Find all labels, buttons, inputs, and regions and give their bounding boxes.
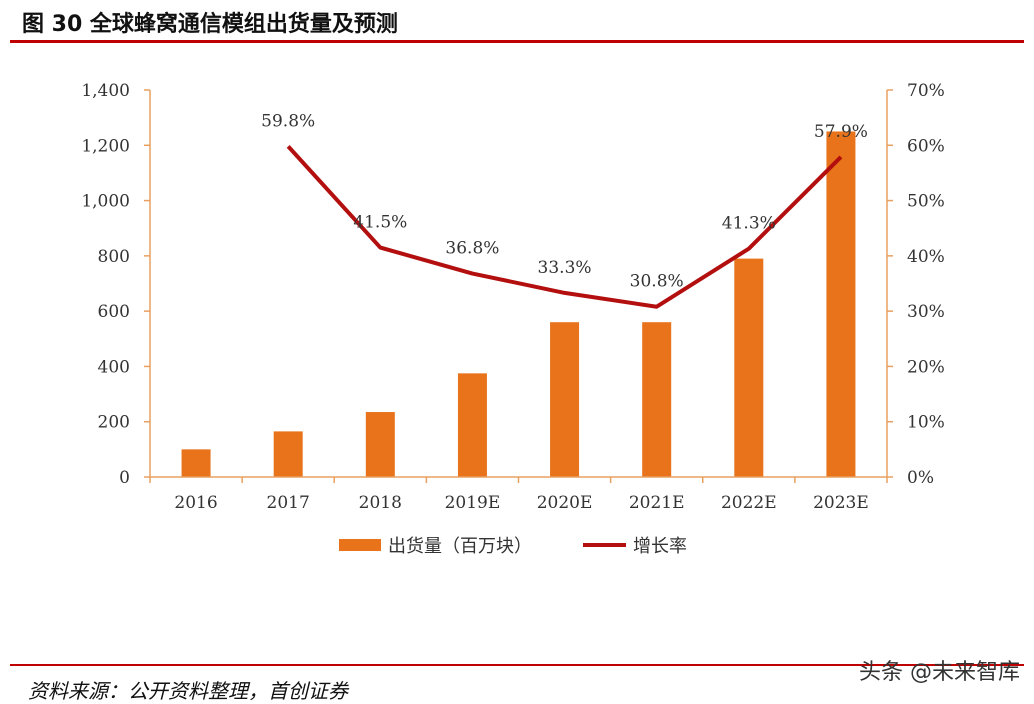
watermark: 头条 @未来智库 (859, 660, 1020, 685)
legend-bar-swatch (339, 539, 381, 551)
right-tick-label: 40% (907, 247, 945, 267)
bar (365, 412, 395, 477)
figure-title: 图 30 全球蜂窝通信模组出货量及预测 (22, 12, 398, 37)
growth-line (286, 145, 843, 309)
source-note: 资料来源：公开资料整理，首创证券 (28, 679, 348, 703)
bar (273, 431, 303, 477)
legend-line-label: 增长率 (633, 536, 687, 557)
left-tick-label: 600 (98, 302, 130, 322)
line-data-label: 36.8% (445, 239, 499, 259)
bar (642, 322, 672, 477)
bar (826, 131, 856, 477)
x-tick-label: 2022E (721, 493, 777, 513)
right-tick-label: 30% (907, 302, 945, 322)
bar (734, 258, 764, 477)
legend: 出货量（百万块） 增长率 (339, 536, 687, 557)
left-tick-label: 400 (98, 357, 130, 377)
legend-bar-label: 出货量（百万块） (388, 536, 532, 557)
left-tick-label: 1,200 (81, 136, 130, 156)
right-tick-label: 0% (907, 468, 934, 488)
left-tick-label: 1,000 (81, 192, 130, 212)
title-rule (10, 40, 1024, 43)
left-tick-label: 1,400 (81, 81, 130, 101)
left-tick-label: 0 (119, 468, 130, 488)
x-tick-label: 2019E (445, 493, 501, 513)
line-data-label: 33.3% (538, 258, 592, 278)
x-tick-label: 2020E (537, 493, 593, 513)
line-data-label: 30.8% (630, 272, 684, 292)
x-tick-label: 2017 (267, 493, 310, 513)
left-tick-label: 200 (98, 413, 130, 433)
line-data-label: 57.9% (814, 122, 868, 142)
bar (550, 322, 580, 477)
left-tick-label: 800 (98, 247, 130, 267)
right-tick-label: 10% (907, 413, 945, 433)
right-tick-label: 70% (907, 81, 945, 101)
line-data-label: 41.3% (722, 214, 776, 234)
right-tick-label: 60% (907, 136, 945, 156)
right-tick-label: 50% (907, 192, 945, 212)
line-data-label: 41.5% (353, 213, 407, 233)
right-tick-label: 20% (907, 357, 945, 377)
bar (457, 373, 487, 477)
x-tick-label: 2018 (359, 493, 402, 513)
source-rule (10, 664, 1024, 666)
x-tick-label: 2021E (629, 493, 685, 513)
line-data-label: 59.8% (261, 111, 315, 131)
bar (181, 449, 211, 477)
x-tick-label: 2016 (174, 493, 217, 513)
x-tick-label: 2023E (813, 493, 869, 513)
